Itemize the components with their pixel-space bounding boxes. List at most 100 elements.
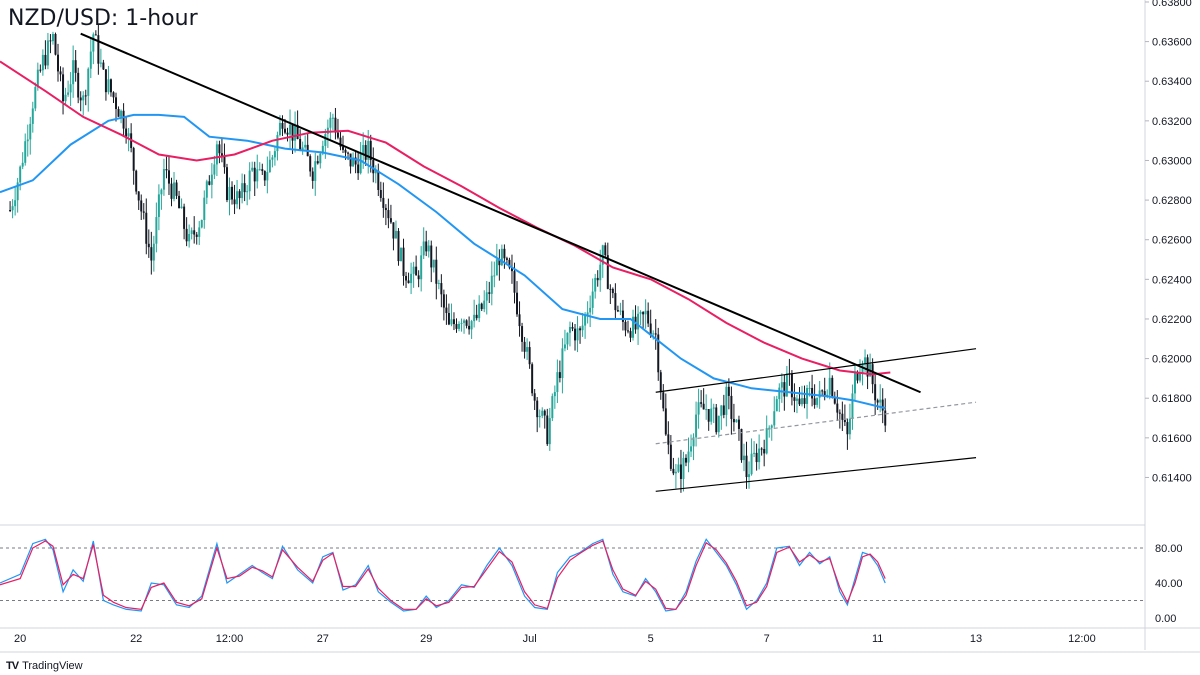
stochastic-pane [0,538,1145,612]
candle-body [556,372,559,393]
candle-body [422,241,425,256]
candle-body [256,169,259,182]
candle-body [367,140,370,160]
candle-body [725,386,728,415]
price-pane [0,23,977,493]
candle-body [730,395,733,419]
candle-body [538,415,541,418]
candle-body [369,140,372,161]
candle-body [505,258,508,260]
candle-body [513,271,516,293]
candle-body [576,328,579,341]
candle-body [122,110,125,129]
candle-body [205,181,208,198]
x-tick-label: 5 [648,633,654,645]
candle-body [763,448,766,454]
candle-body [72,60,75,85]
candle-body [89,51,92,69]
candle-body [775,399,778,412]
candle-body [859,373,862,381]
candle-body [828,377,831,395]
candle-body [606,255,609,289]
candle-body [278,122,281,136]
candle-body [742,455,745,461]
y-tick-label: 0.62600 [1152,235,1192,247]
candle-body [846,422,849,435]
candle-body [417,275,420,280]
candle-body [566,332,569,345]
candles [9,23,887,493]
candle-body [447,313,450,325]
candle-body [611,288,614,294]
candle-body [452,319,455,325]
candle-body [311,171,314,181]
candle-body [536,400,539,418]
candle-body [389,218,392,223]
candle-body [778,387,781,400]
x-tick-label: 20 [14,633,26,645]
candle-body [735,419,738,423]
candle-body [294,124,297,141]
candle-body [339,137,342,147]
candle-body [238,191,241,199]
candle-body [107,79,110,93]
candle-body [750,453,753,475]
candle-body [561,348,564,379]
candle-body [44,54,47,66]
candle-body [347,152,350,154]
candle-body [780,382,783,388]
candle-body [707,409,710,422]
candle-body [233,199,236,205]
candle-body [450,319,453,325]
candle-body [195,234,198,237]
osc-tick-label: 40.00 [1155,578,1183,590]
candle-body [26,139,29,142]
candle-body [296,124,299,139]
candle-body [362,145,365,155]
candle-body [768,427,771,429]
candle-body [92,34,95,52]
candle-body [495,259,498,276]
candle-body [341,146,344,150]
candle-body [881,399,884,411]
candle-body [783,382,786,397]
candle-body [200,219,203,228]
candle-body [432,259,435,268]
candle-body [821,390,824,392]
candle-body [167,170,170,184]
candle-body [183,206,186,229]
y-tick-label: 0.62000 [1152,354,1192,366]
candle-body [864,357,867,364]
candle-body [57,54,60,72]
candle-body [548,418,551,445]
candle-body [853,372,856,394]
candle-body [753,452,756,454]
candle-body [425,241,428,252]
brand-name: TradingView [22,660,83,672]
candle-body [465,320,468,326]
candle-body [64,94,67,102]
candle-body [571,326,574,329]
candle-body [228,186,231,201]
candle-body [82,95,85,101]
tradingview-brand[interactable]: TV TradingView [6,660,83,672]
candle-body [147,243,150,248]
candle-body [273,151,276,158]
candle-body [574,328,577,341]
candle-body [198,227,201,237]
candle-body [795,398,798,401]
candle-body [483,300,486,310]
candle-body [801,398,804,405]
candle-body [649,323,652,335]
tradingview-logo-icon: TV [6,660,19,672]
candle-body [14,200,17,207]
y-tick-label: 0.63800 [1152,0,1192,9]
x-tick-label: 12:00 [1068,633,1096,645]
candle-body [652,333,655,335]
candle-body [836,403,839,413]
candle-body [301,147,304,151]
candle-body [720,405,723,416]
candle-body [170,183,173,199]
candle-body [667,434,670,445]
